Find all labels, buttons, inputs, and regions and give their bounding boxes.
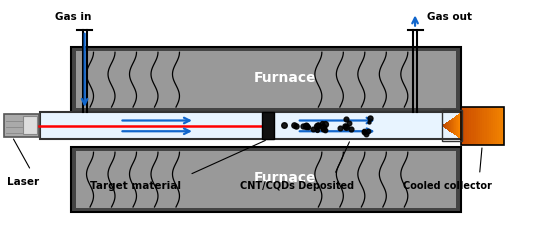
Bar [491, 107, 493, 145]
Point [318, 125, 327, 129]
Bar [449, 120, 450, 132]
Bar [262, 113, 274, 139]
Bar [455, 116, 456, 135]
Bar [76, 151, 456, 208]
Point [289, 123, 298, 127]
Bar [454, 117, 455, 134]
Bar [471, 107, 474, 145]
Bar [461, 107, 463, 145]
Text: Furnace: Furnace [254, 171, 317, 185]
Point [347, 127, 355, 131]
Bar [465, 107, 467, 145]
Bar [482, 107, 484, 145]
Point [364, 129, 373, 133]
Point [341, 124, 349, 127]
Bar [76, 51, 456, 108]
Bar [497, 107, 500, 145]
Point [302, 124, 310, 128]
Text: CNT/CQDs Deposited: CNT/CQDs Deposited [240, 181, 354, 191]
Bar [452, 119, 453, 133]
Point [319, 127, 328, 131]
Bar [4, 114, 39, 137]
Point [313, 123, 322, 127]
Bar [495, 107, 497, 145]
Bar [451, 119, 452, 133]
Bar [500, 107, 502, 145]
Bar [453, 118, 454, 134]
Bar [457, 114, 458, 137]
Point [321, 128, 329, 132]
Bar [456, 115, 457, 136]
Bar [487, 107, 489, 145]
Point [312, 124, 321, 128]
Point [320, 122, 329, 126]
Bar [478, 107, 480, 145]
Point [342, 125, 350, 129]
Bar [480, 107, 482, 145]
Bar [476, 107, 478, 145]
Bar [443, 124, 444, 127]
Bar [445, 123, 446, 128]
Point [309, 127, 318, 131]
Text: Furnace: Furnace [254, 71, 317, 85]
Point [360, 130, 369, 134]
Bar [448, 121, 449, 131]
Point [312, 128, 321, 132]
Bar [458, 114, 459, 138]
Text: Cooled collector: Cooled collector [403, 181, 492, 191]
Point [280, 123, 288, 127]
Point [366, 116, 374, 120]
Bar [23, 116, 37, 134]
Bar [447, 122, 448, 130]
Bar [489, 107, 491, 145]
Bar [459, 114, 460, 138]
Bar [444, 124, 445, 128]
Bar [442, 125, 443, 127]
Point [302, 123, 310, 127]
Point [292, 124, 301, 128]
Bar [446, 122, 447, 129]
Bar [71, 147, 461, 212]
Point [299, 124, 307, 128]
Point [362, 133, 371, 136]
Text: Laser: Laser [7, 177, 39, 187]
Bar [71, 47, 461, 113]
Point [364, 120, 373, 124]
Text: Gas in: Gas in [55, 12, 91, 22]
Bar [442, 110, 462, 141]
Text: Target material: Target material [90, 181, 181, 191]
Bar [40, 113, 461, 139]
Bar [469, 107, 471, 145]
Bar [460, 113, 461, 139]
Bar [450, 120, 451, 132]
Bar [461, 107, 504, 145]
Bar [463, 107, 465, 145]
Bar [484, 107, 487, 145]
Point [336, 126, 345, 129]
Bar [502, 107, 504, 145]
Bar [493, 107, 495, 145]
Bar [474, 107, 476, 145]
Point [342, 117, 350, 121]
Point [318, 121, 327, 125]
Bar [467, 107, 469, 145]
Text: Gas out: Gas out [427, 12, 472, 22]
Point [360, 129, 369, 133]
Point [345, 121, 353, 125]
Point [303, 125, 312, 129]
